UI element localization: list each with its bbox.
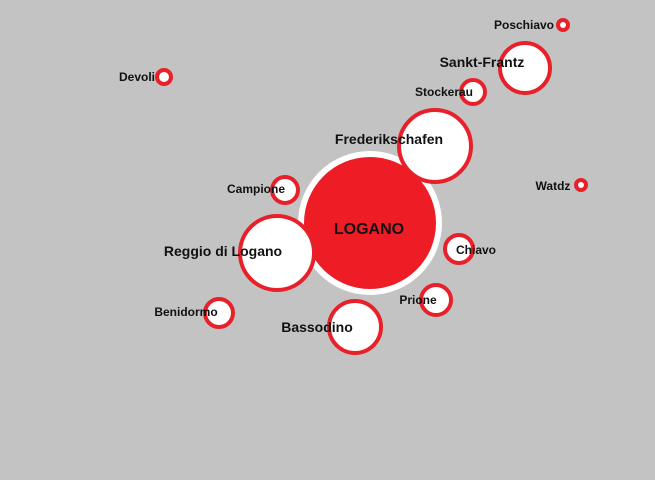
bubble-sankt-frantz[interactable]: Sankt-Frantz	[440, 41, 552, 95]
bubble-stockerau[interactable]: Stockerau	[415, 78, 487, 106]
bubble-label: Reggio di Logano	[164, 243, 282, 259]
bubble-ring	[238, 214, 316, 292]
bubble-center[interactable]: LOGANO	[298, 151, 442, 295]
bubble-ring	[498, 41, 552, 95]
bubble-reggio-di-logano[interactable]: Reggio di Logano	[164, 214, 316, 292]
bubble-ring	[574, 178, 588, 192]
bubble-ring	[327, 299, 383, 355]
bubble-label: Frederikschafen	[335, 131, 443, 147]
bubble-frederikschafen[interactable]: Frederikschafen	[335, 108, 473, 184]
bubble-label: Poschiavo	[494, 18, 554, 32]
bubble-label: Watdz	[536, 179, 571, 193]
bubble-label: Chiavo	[456, 243, 496, 257]
bubble-campione[interactable]: Campione	[227, 175, 300, 205]
bubble-ring	[397, 108, 473, 184]
bubble-bassodino[interactable]: Bassodino	[281, 299, 383, 355]
bubble-chiavo[interactable]: Chiavo	[443, 233, 496, 265]
bubble-ring	[155, 68, 173, 86]
center-label: LOGANO	[334, 221, 404, 238]
bubble-label: Bassodino	[281, 319, 353, 335]
bubble-label: Benidormo	[154, 305, 217, 319]
bubble-benidormo[interactable]: Benidormo	[154, 297, 235, 329]
bubble-devoli[interactable]: Devoli	[119, 68, 173, 86]
bubble-label: Stockerau	[415, 85, 473, 99]
bubble-poschiavo[interactable]: Poschiavo	[494, 18, 570, 32]
bubble-label: Devoli	[119, 70, 155, 84]
bubble-ring	[203, 297, 235, 329]
bubble-ring	[270, 175, 300, 205]
bubble-watdz[interactable]: Watdz	[536, 178, 588, 193]
bubble-label: Campione	[227, 182, 285, 196]
bubble-ring	[443, 233, 475, 265]
center-circle	[304, 157, 436, 289]
bubble-label: Prione	[399, 293, 437, 307]
bubble-ring	[556, 18, 570, 32]
bubble-prione[interactable]: Prione	[399, 283, 453, 317]
bubble-ring	[419, 283, 453, 317]
bubble-ring	[459, 78, 487, 106]
bubble-label: Sankt-Frantz	[440, 54, 525, 70]
